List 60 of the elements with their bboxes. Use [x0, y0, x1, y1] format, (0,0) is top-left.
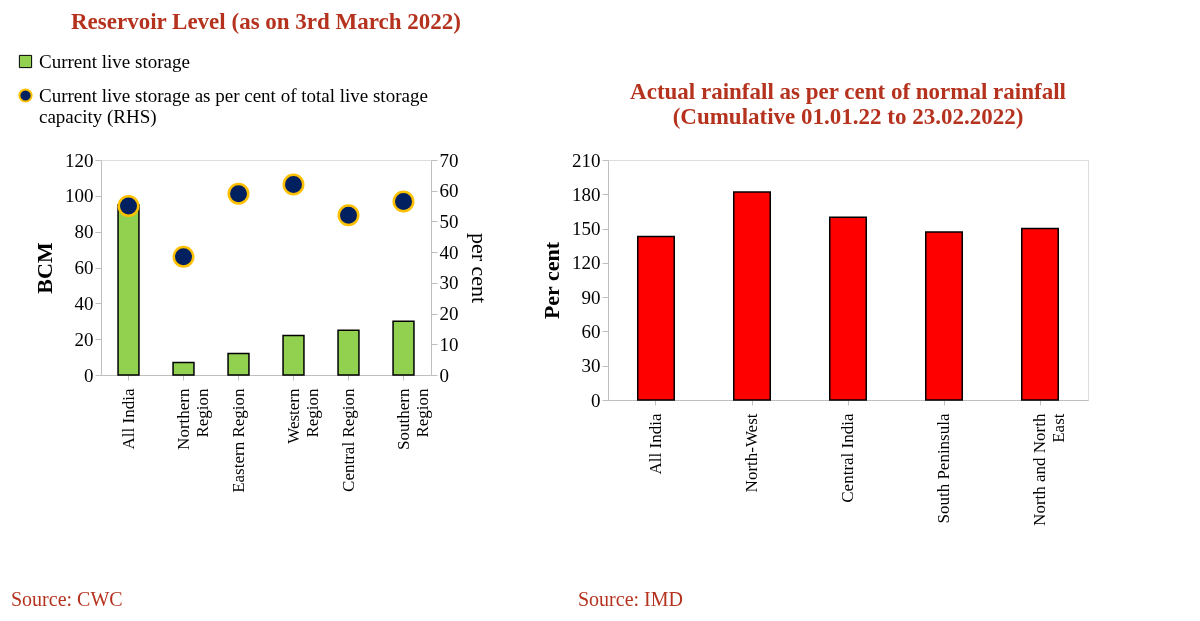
x-tick-label: Western Region — [283, 388, 322, 444]
x-tick-label: All India — [646, 413, 665, 475]
y2-tick-label: 50 — [439, 210, 459, 232]
x-tick-label: North-West — [742, 413, 761, 493]
y-tick-label: 180 — [572, 183, 601, 205]
y-axis-title: BCM — [32, 242, 57, 294]
y-axis-title: Per cent — [539, 241, 564, 320]
x-tick-label: All India — [118, 388, 138, 450]
point — [392, 190, 415, 213]
bar — [172, 361, 195, 376]
y-tick-label: 80 — [74, 221, 94, 243]
y2-tick-label: 40 — [439, 241, 459, 263]
source-note: Source: IMD — [578, 588, 683, 610]
x-tick-label: Southern Region — [393, 388, 432, 450]
y-tick-label: 20 — [74, 328, 94, 350]
y-tick-label: 30 — [581, 355, 601, 377]
y2-tick-label: 30 — [439, 272, 459, 294]
point — [172, 245, 195, 268]
y2-tick-label: 60 — [439, 180, 459, 202]
bar — [392, 320, 415, 376]
legend-label: Current live storage — [39, 50, 190, 72]
y-tick-label: 210 — [572, 149, 601, 171]
bar — [282, 334, 305, 376]
y-tick-label: 60 — [581, 320, 601, 342]
point — [227, 182, 250, 205]
bar — [337, 329, 360, 376]
point — [117, 195, 140, 218]
bar — [1021, 227, 1059, 401]
x-tick-label: Central India — [838, 413, 857, 503]
y2-tick-label: 0 — [439, 364, 449, 386]
x-tick-label: Eastern Region — [228, 388, 248, 493]
point — [282, 173, 305, 196]
source-note: Source: CWC — [11, 588, 123, 610]
y-tick-label: 0 — [591, 389, 601, 411]
bar — [227, 352, 250, 376]
x-tick-label: Central Region — [338, 388, 358, 492]
chart-title: Actual rainfall as per cent of normal rainfall (Cumulative 01.01.22 to 23.02.2022) — [630, 79, 1066, 129]
y-tick-label: 40 — [74, 292, 94, 314]
x-tick-label: Northern Region — [173, 388, 212, 450]
legend-label: Current live storage as per cent of total live storage capacity (RHS) — [39, 84, 428, 128]
x-tick-label: North and North East — [1030, 413, 1068, 526]
y-tick-label: 100 — [65, 185, 94, 207]
y-tick-label: 60 — [74, 257, 94, 278]
y2-tick-label: 20 — [439, 303, 459, 325]
x-tick-label: South Peninsula — [934, 413, 953, 524]
y-tick-label: 120 — [572, 252, 601, 274]
bar — [829, 216, 867, 401]
y-tick-label: 150 — [572, 218, 601, 240]
y2-tick-label: 70 — [439, 149, 459, 171]
bar — [733, 191, 771, 401]
bar — [117, 204, 140, 376]
bar — [637, 235, 675, 401]
y-tick-label: 120 — [65, 149, 94, 171]
point — [337, 204, 360, 227]
y2-tick-label: 10 — [439, 333, 459, 355]
chart-title: Reservoir Level (as on 3rd March 2022) — [70, 9, 462, 34]
y-tick-label: 0 — [84, 364, 94, 386]
bar — [925, 231, 963, 401]
y2-axis-title: per cent — [466, 232, 492, 304]
y-tick-label: 90 — [581, 286, 601, 308]
